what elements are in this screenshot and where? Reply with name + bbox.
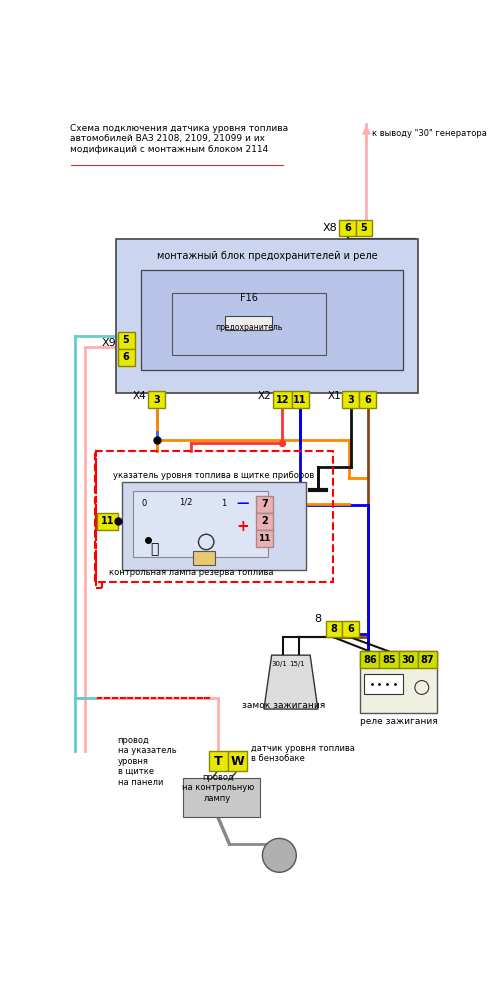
- Text: 15/1: 15/1: [289, 661, 305, 667]
- Bar: [398, 651, 418, 668]
- Bar: [326, 620, 342, 637]
- Text: 6: 6: [122, 352, 130, 362]
- Text: 86: 86: [363, 655, 376, 665]
- Text: 6: 6: [344, 223, 352, 233]
- Bar: [356, 220, 372, 235]
- Text: 5: 5: [122, 335, 130, 345]
- Bar: [94, 451, 333, 582]
- Text: 11: 11: [258, 534, 271, 543]
- Text: Х9: Х9: [102, 338, 116, 348]
- Text: 2: 2: [262, 516, 268, 526]
- Text: 85: 85: [382, 655, 396, 665]
- Text: монтажный блок предохранителей и реле: монтажный блок предохранителей и реле: [156, 251, 378, 261]
- Text: 7: 7: [262, 499, 268, 509]
- Bar: [183, 778, 260, 817]
- Text: 30: 30: [402, 655, 415, 665]
- Text: провод
на контрольную
лампу: провод на контрольную лампу: [182, 773, 254, 803]
- Text: Х2: Х2: [258, 391, 272, 401]
- Text: 11: 11: [294, 395, 307, 405]
- Text: 5: 5: [360, 223, 368, 233]
- Bar: [172, 293, 326, 355]
- Bar: [342, 391, 359, 408]
- Bar: [148, 391, 166, 408]
- Bar: [292, 391, 308, 408]
- Text: реле зажигания: реле зажигания: [360, 717, 438, 726]
- Polygon shape: [264, 655, 318, 709]
- Text: +: +: [236, 519, 249, 534]
- Text: Х4: Х4: [133, 391, 147, 401]
- Bar: [208, 751, 228, 771]
- Text: F16: F16: [240, 293, 258, 303]
- Bar: [122, 482, 306, 570]
- Text: Х1: Х1: [327, 391, 341, 401]
- Text: 3: 3: [154, 395, 160, 405]
- Text: Схема подключения датчика уровня топлива
автомобилей ВАЗ 2108, 2109, 21099 и их
: Схема подключения датчика уровня топлива…: [70, 124, 288, 154]
- Bar: [193, 551, 214, 565]
- Bar: [256, 496, 273, 513]
- Bar: [418, 651, 437, 668]
- Bar: [380, 651, 398, 668]
- Bar: [342, 620, 359, 637]
- Bar: [360, 651, 437, 713]
- Text: 30/1: 30/1: [272, 661, 287, 667]
- Text: 6: 6: [364, 395, 372, 405]
- Text: контрольная лампа резерва топлива: контрольная лампа резерва топлива: [108, 568, 273, 577]
- Bar: [133, 491, 268, 557]
- Bar: [116, 239, 418, 393]
- Bar: [226, 316, 272, 330]
- Bar: [228, 751, 247, 771]
- Bar: [360, 391, 376, 408]
- Bar: [273, 391, 291, 408]
- Text: к выводу "30" генератора: к выводу "30" генератора: [372, 129, 486, 138]
- Text: 8: 8: [330, 624, 338, 634]
- Text: T: T: [214, 755, 222, 768]
- Text: 12: 12: [276, 395, 289, 405]
- Text: датчик уровня топлива
в бензобаке: датчик уровня топлива в бензобаке: [251, 744, 354, 763]
- Text: —: —: [236, 497, 248, 510]
- Bar: [360, 651, 380, 668]
- Bar: [256, 530, 273, 547]
- Text: 3: 3: [348, 395, 354, 405]
- Bar: [256, 513, 273, 530]
- Text: 1: 1: [222, 499, 226, 508]
- Text: 11: 11: [101, 516, 114, 526]
- Bar: [141, 270, 403, 370]
- Text: провод
на указатель
уровня
в щитке
на панели: провод на указатель уровня в щитке на па…: [118, 736, 176, 787]
- Text: W: W: [230, 755, 244, 768]
- Text: замок зажигания: замок зажигания: [242, 701, 325, 710]
- Circle shape: [262, 838, 296, 872]
- Bar: [340, 220, 356, 235]
- Bar: [364, 674, 403, 694]
- Bar: [118, 349, 134, 366]
- Text: 0: 0: [141, 499, 146, 508]
- Bar: [118, 332, 134, 349]
- Text: указатель уровня топлива в щитке приборов: указатель уровня топлива в щитке приборо…: [114, 471, 314, 480]
- Text: ⛽: ⛽: [150, 542, 159, 556]
- Text: предохранитель: предохранитель: [215, 323, 282, 332]
- Text: 8: 8: [314, 614, 322, 624]
- Text: Х8: Х8: [322, 223, 337, 233]
- Text: 6: 6: [348, 624, 354, 634]
- Bar: [97, 513, 118, 530]
- Text: 87: 87: [421, 655, 434, 665]
- Text: 1/2: 1/2: [178, 497, 192, 506]
